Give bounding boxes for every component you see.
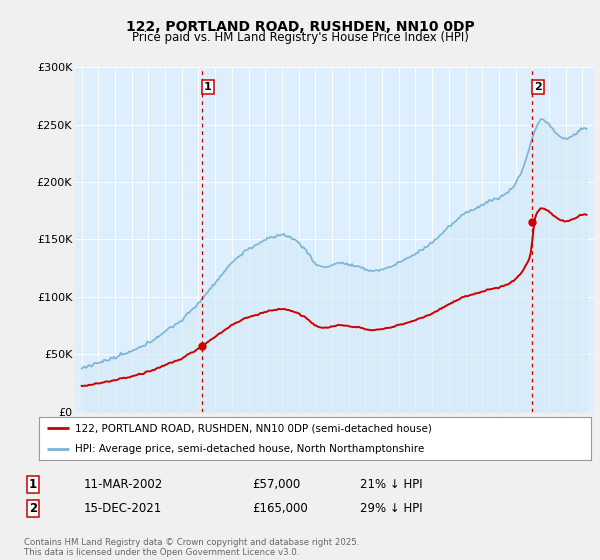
Text: £165,000: £165,000 (252, 502, 308, 515)
Text: Contains HM Land Registry data © Crown copyright and database right 2025.
This d: Contains HM Land Registry data © Crown c… (24, 538, 359, 557)
Text: 11-MAR-2002: 11-MAR-2002 (84, 478, 163, 491)
Text: 15-DEC-2021: 15-DEC-2021 (84, 502, 162, 515)
Text: HPI: Average price, semi-detached house, North Northamptonshire: HPI: Average price, semi-detached house,… (75, 444, 424, 454)
Text: 21% ↓ HPI: 21% ↓ HPI (360, 478, 422, 491)
Text: Price paid vs. HM Land Registry's House Price Index (HPI): Price paid vs. HM Land Registry's House … (131, 31, 469, 44)
Text: 1: 1 (29, 478, 37, 491)
Text: 2: 2 (29, 502, 37, 515)
Text: 2: 2 (534, 82, 542, 92)
Text: 29% ↓ HPI: 29% ↓ HPI (360, 502, 422, 515)
Text: £57,000: £57,000 (252, 478, 300, 491)
Text: 122, PORTLAND ROAD, RUSHDEN, NN10 0DP: 122, PORTLAND ROAD, RUSHDEN, NN10 0DP (125, 20, 475, 34)
Text: 122, PORTLAND ROAD, RUSHDEN, NN10 0DP (semi-detached house): 122, PORTLAND ROAD, RUSHDEN, NN10 0DP (s… (75, 423, 432, 433)
Text: 1: 1 (204, 82, 212, 92)
